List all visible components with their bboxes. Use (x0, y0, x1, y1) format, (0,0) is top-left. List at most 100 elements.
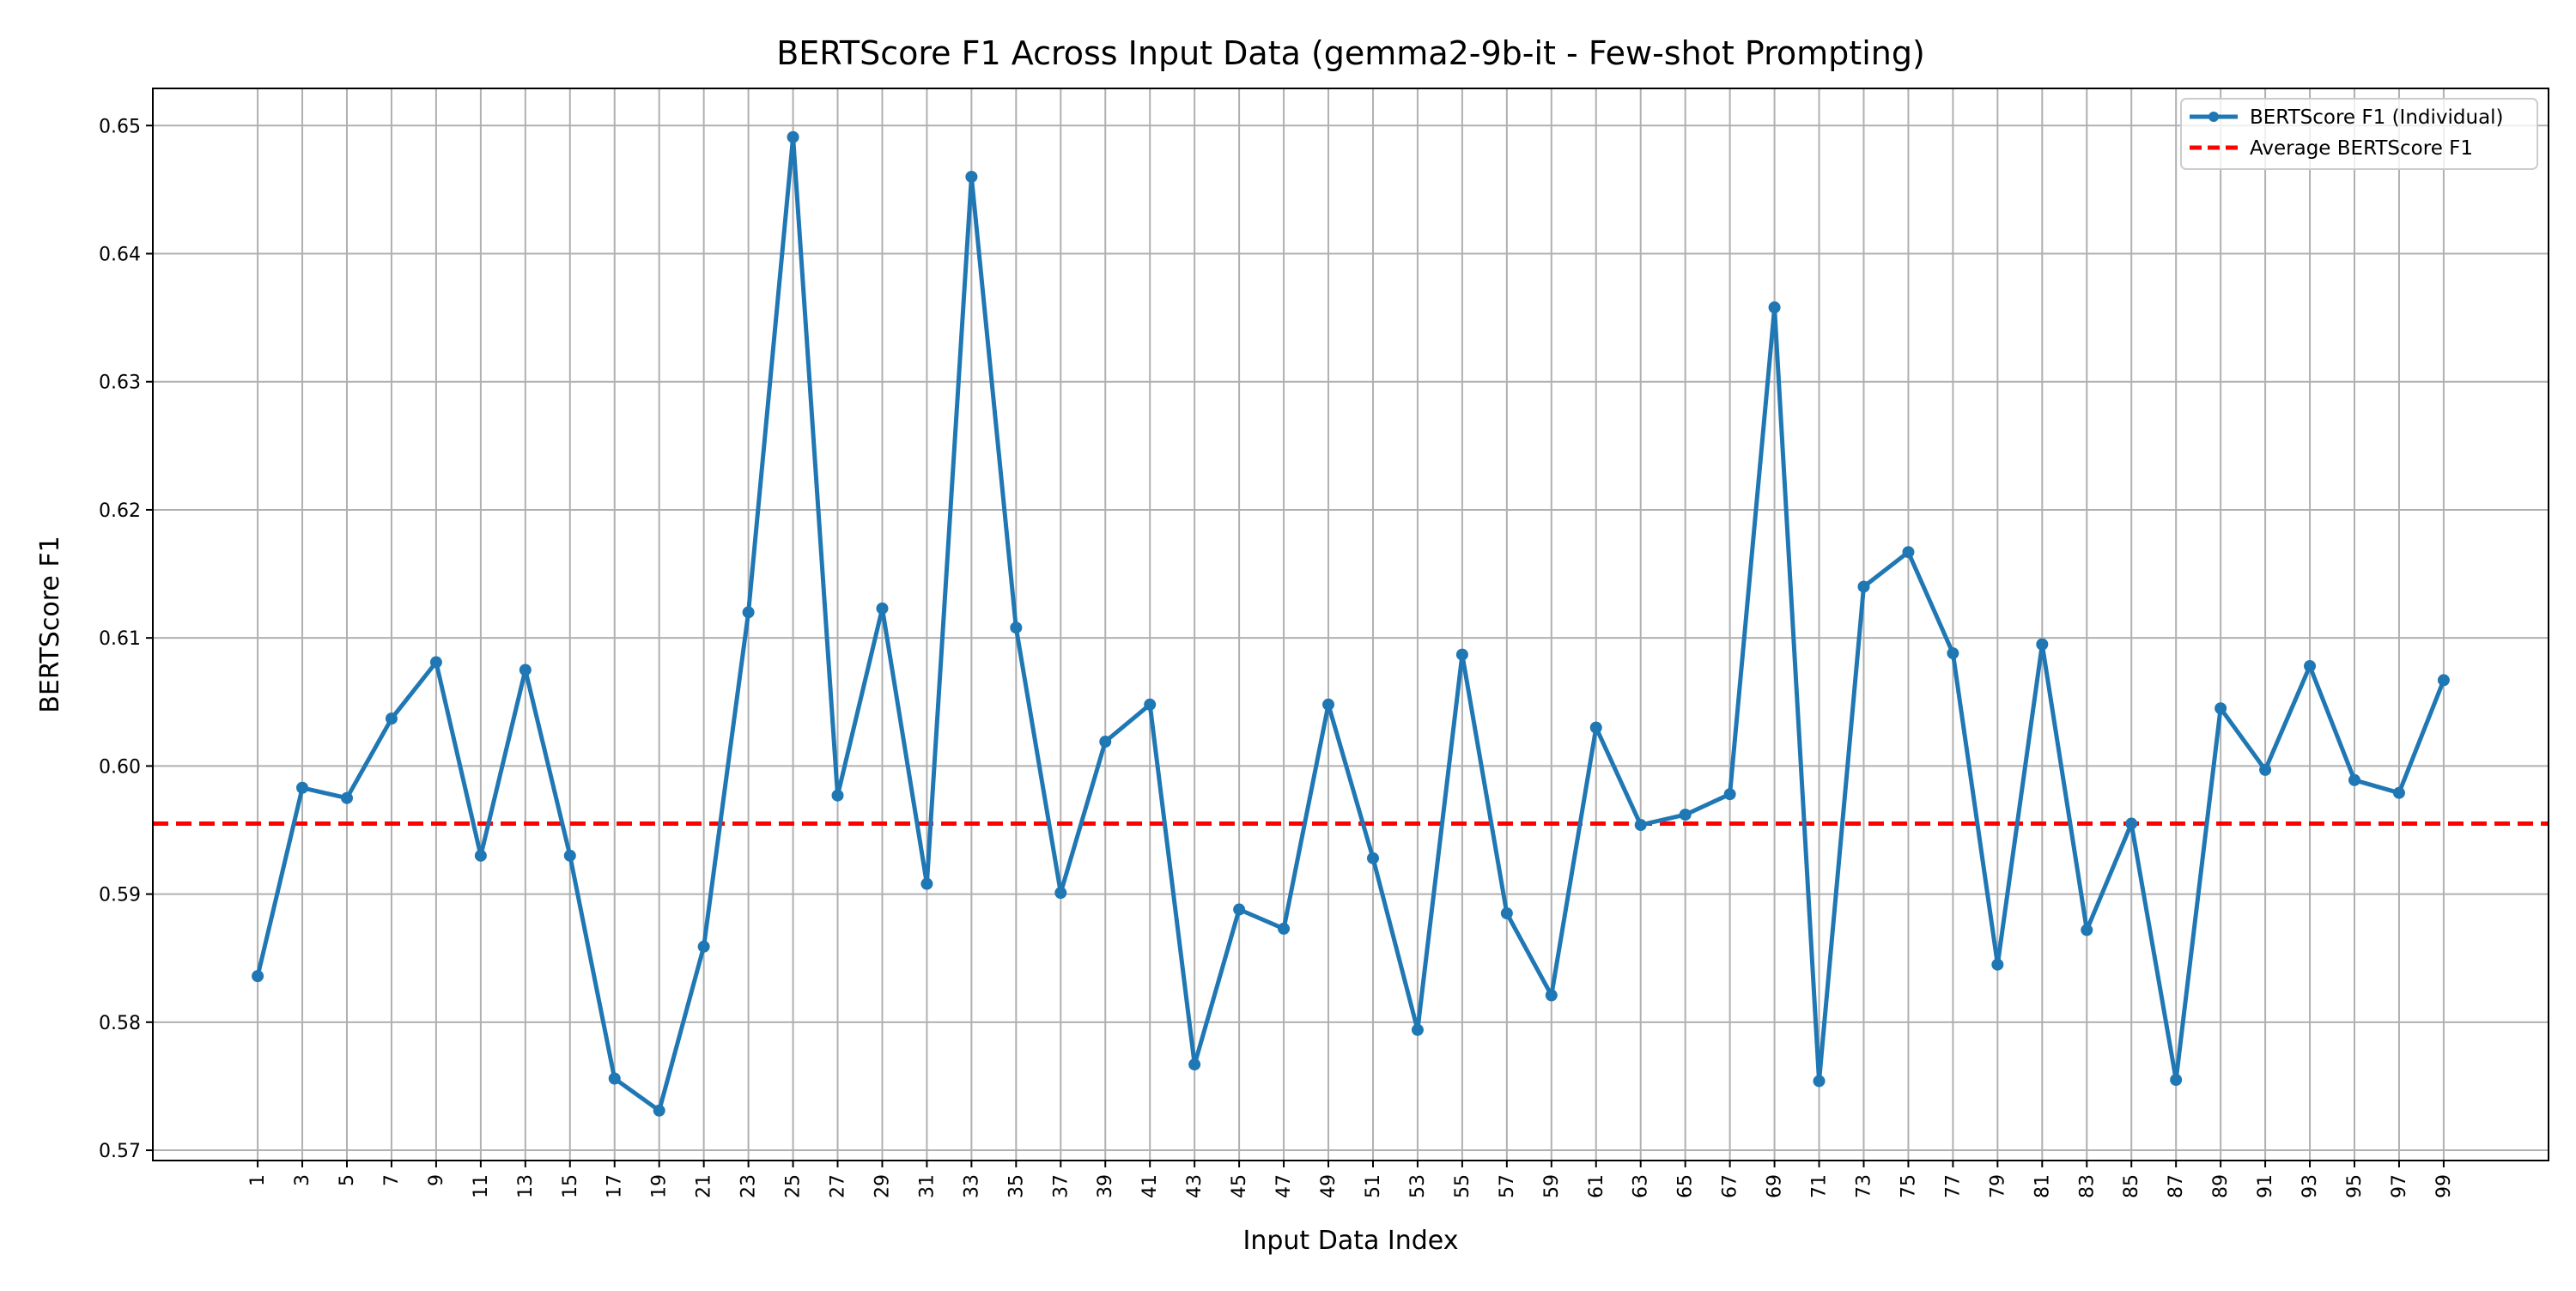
data-point (1188, 1058, 1201, 1071)
x-tick-label: 33 (961, 1174, 982, 1198)
data-point (1322, 698, 1335, 711)
data-point (1545, 989, 1558, 1002)
x-tick-label: 89 (2210, 1174, 2232, 1198)
data-point (563, 849, 576, 862)
data-point (1144, 698, 1157, 711)
data-point (2392, 786, 2405, 799)
data-point (1411, 1023, 1424, 1036)
data-point (831, 789, 844, 802)
legend-marker-individual (2208, 112, 2219, 122)
x-tick-label: 87 (2166, 1174, 2187, 1198)
x-tick-label: 55 (1452, 1174, 1473, 1198)
data-point (1723, 788, 1736, 801)
data-point (2259, 763, 2272, 776)
chart-title: BERTScore F1 Across Input Data (gemma2-9… (776, 34, 1925, 72)
y-tick-label: 0.62 (99, 500, 141, 522)
x-tick-label: 47 (1273, 1174, 1295, 1198)
x-tick-label: 99 (2433, 1174, 2455, 1198)
x-tick-label: 39 (1095, 1174, 1116, 1198)
data-point (2036, 638, 2049, 651)
y-axis-label: BERTScore F1 (35, 536, 65, 712)
x-tick-label: 1 (247, 1174, 269, 1186)
y-tick-label: 0.58 (99, 1013, 141, 1034)
x-tick-label: 11 (471, 1174, 492, 1198)
data-point (876, 602, 889, 615)
x-axis-label: Input Data Index (1243, 1226, 1459, 1256)
x-tick-label: 35 (1005, 1174, 1027, 1198)
x-tick-label: 23 (738, 1174, 760, 1198)
x-tick-label: 7 (381, 1174, 403, 1186)
x-tick-label: 67 (1720, 1174, 1741, 1198)
x-tick-label: 61 (1586, 1174, 1607, 1198)
data-point (2215, 702, 2227, 715)
x-tick-label: 17 (605, 1174, 626, 1198)
x-tick-label: 79 (1987, 1174, 2008, 1198)
x-tick-label: 29 (872, 1174, 893, 1198)
x-tick-label: 95 (2344, 1174, 2366, 1198)
legend-label-average: Average BERTScore F1 (2250, 137, 2473, 160)
x-tick-label: 21 (694, 1174, 715, 1198)
x-tick-label: 27 (828, 1174, 849, 1198)
data-point (697, 940, 710, 953)
x-tick-label: 81 (2032, 1174, 2053, 1198)
x-tick-label: 73 (1853, 1174, 1874, 1198)
data-point (1768, 301, 1781, 314)
data-point (474, 849, 487, 862)
data-point (1947, 647, 1959, 660)
data-point (296, 781, 309, 794)
x-tick-label: 97 (2389, 1174, 2410, 1198)
x-tick-label: 41 (1139, 1174, 1161, 1198)
data-point (2081, 924, 2093, 936)
x-tick-label: 45 (1229, 1174, 1250, 1198)
data-point (1455, 648, 1468, 661)
x-tick-label: 53 (1407, 1174, 1429, 1198)
x-tick-label: 77 (1942, 1174, 1964, 1198)
data-point (519, 664, 532, 676)
x-tick-label: 65 (1675, 1174, 1697, 1198)
x-tick-label: 51 (1363, 1174, 1384, 1198)
data-point (385, 712, 398, 725)
y-tick-label: 0.63 (99, 373, 141, 394)
data-point (1010, 621, 1023, 634)
grid (153, 88, 2549, 1161)
legend-label-individual: BERTScore F1 (Individual) (2250, 106, 2504, 129)
x-tick-label: 75 (1898, 1174, 1919, 1198)
x-tick-label: 37 (1050, 1174, 1072, 1198)
series-layer (252, 130, 2450, 1117)
data-point (429, 656, 442, 669)
data-point (2125, 817, 2138, 830)
data-point (920, 877, 933, 890)
data-point (1813, 1075, 1826, 1088)
x-tick-label: 91 (2255, 1174, 2276, 1198)
data-point (787, 130, 799, 143)
data-point (2348, 773, 2360, 786)
data-point (252, 970, 264, 983)
data-point (1634, 819, 1647, 832)
legend-box (2180, 98, 2538, 170)
data-point (1902, 546, 1915, 559)
x-tick-label: 9 (426, 1174, 447, 1186)
y-tick-label: 0.64 (99, 244, 141, 265)
data-point (2170, 1073, 2183, 1086)
x-tick-label: 83 (2076, 1174, 2098, 1198)
data-point (1366, 852, 1379, 864)
data-point (965, 170, 978, 183)
y-tick-label: 0.65 (99, 116, 141, 137)
y-tick-label: 0.57 (99, 1141, 141, 1162)
plot-frame (152, 88, 2549, 1161)
data-point (1991, 958, 2004, 971)
x-tick-label: 19 (649, 1174, 671, 1198)
x-tick-label: 13 (515, 1174, 537, 1198)
x-tick-label: 31 (916, 1174, 938, 1198)
data-point (653, 1104, 665, 1117)
x-tick-label: 25 (783, 1174, 805, 1198)
x-tick-label: 3 (292, 1174, 313, 1186)
data-point (1054, 887, 1067, 900)
data-point (1589, 721, 1602, 734)
x-tick-label: 71 (1809, 1174, 1831, 1198)
data-point (1679, 809, 1692, 821)
y-tick-label: 0.60 (99, 756, 141, 778)
x-tick-label: 5 (337, 1174, 358, 1186)
series-line-individual (255, 135, 2446, 1113)
